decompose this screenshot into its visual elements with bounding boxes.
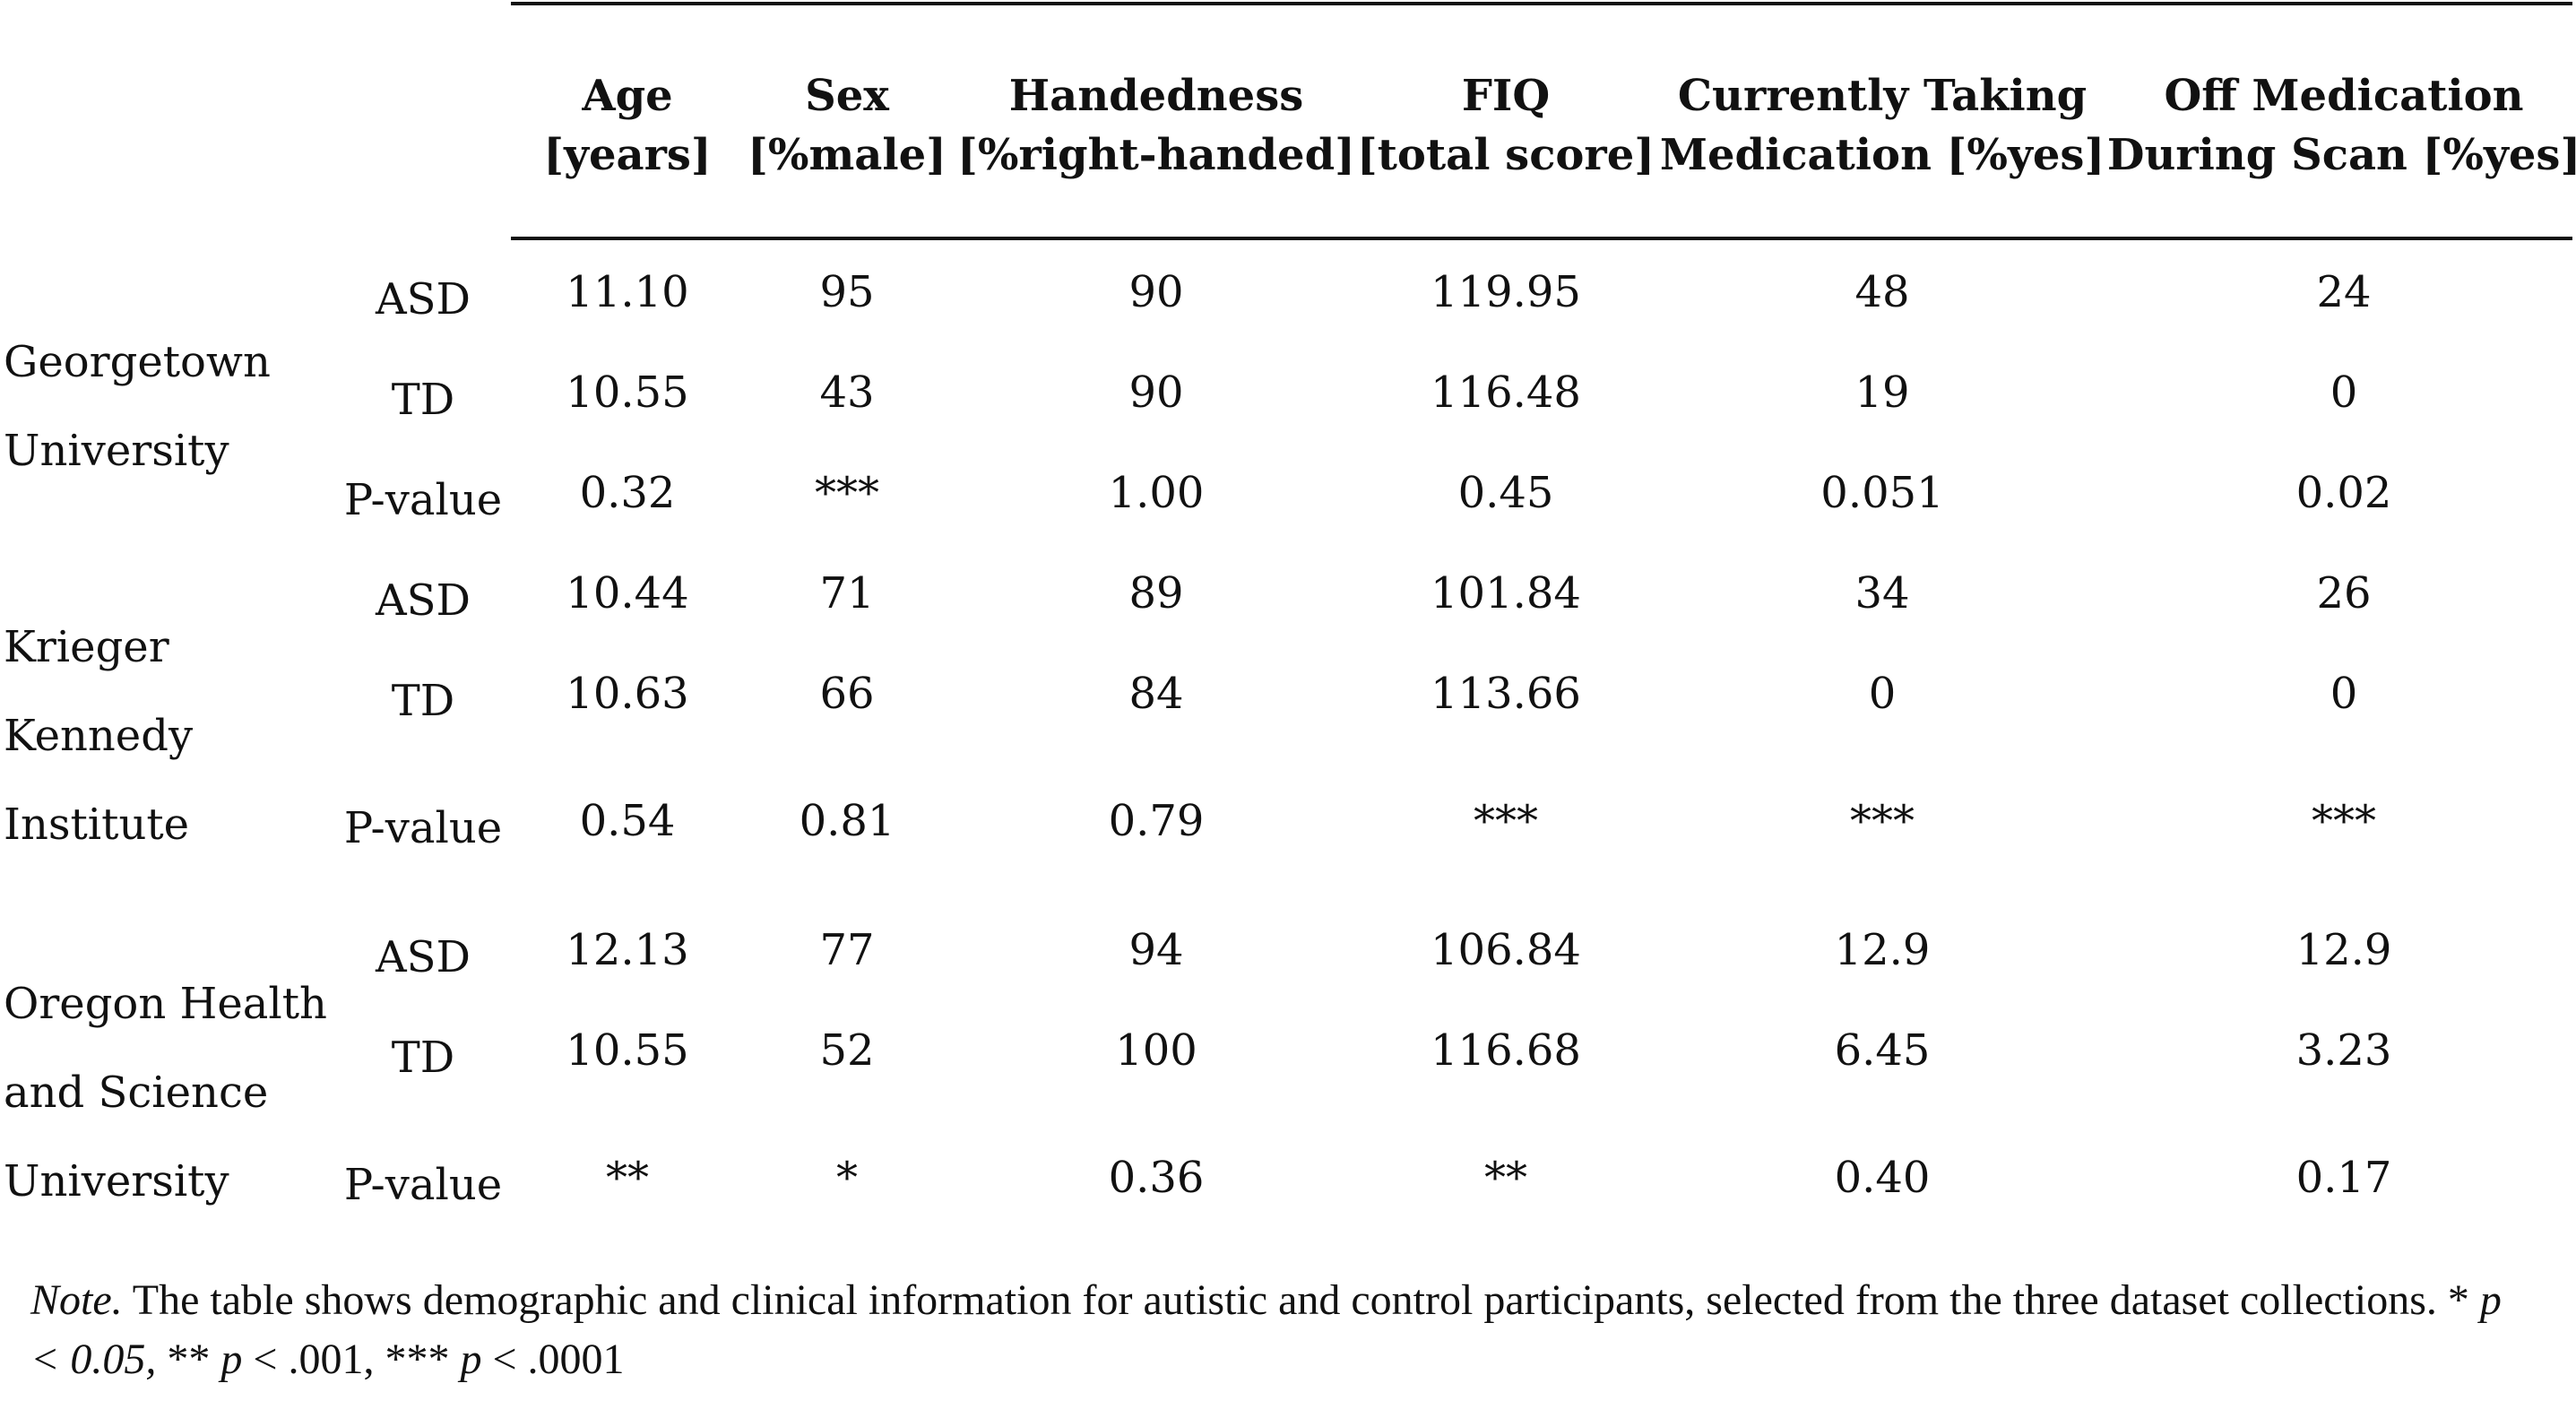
- table-cell: 0.81: [799, 796, 895, 846]
- table-cell: 71: [819, 568, 875, 618]
- table-cell: ***: [2312, 796, 2376, 846]
- column-header-age: Age [years]: [543, 71, 712, 180]
- header-rule: [511, 237, 2572, 240]
- table-cell: 0.40: [1834, 1153, 1931, 1203]
- table-cell: **: [1484, 1153, 1527, 1203]
- table-cell: 90: [1128, 267, 1184, 317]
- column-header-currently-taking-medication: Currently Taking Medication [%yes]: [1659, 71, 2105, 180]
- table-cell: 0.36: [1108, 1153, 1205, 1203]
- table-cell: 3.23: [2295, 1025, 2392, 1076]
- column-header-handedness: Handedness [%right-handed]: [957, 71, 1355, 180]
- table-cell: 0: [1868, 669, 1897, 719]
- column-header-sex: Sex [%male]: [748, 71, 947, 180]
- note-text: The table shows demographic and clinical…: [122, 1276, 2448, 1324]
- table-cell: 10.55: [566, 367, 689, 418]
- row-label-p-value: P-value: [343, 475, 503, 525]
- table-cell: 12.13: [566, 925, 689, 975]
- table-cell: 48: [1854, 267, 1910, 317]
- column-header-off-medication: Off Medication During Scan [%yes]: [2106, 71, 2576, 180]
- table-cell: 34: [1854, 568, 1910, 618]
- row-label-asd: ASD: [375, 575, 471, 626]
- table-cell: 84: [1128, 669, 1184, 719]
- note-label: Note.: [30, 1276, 123, 1324]
- table-cell: 0: [2330, 669, 2358, 719]
- table-cell: ***: [1850, 796, 1915, 846]
- table-cell: 66: [819, 669, 875, 719]
- institution-georgetown: Georgetown University: [4, 337, 271, 476]
- table-cell: 26: [2316, 568, 2372, 618]
- table-cell: 113.66: [1431, 669, 1581, 719]
- table-cell: 0.02: [2295, 468, 2392, 518]
- table-cell: *: [836, 1153, 858, 1203]
- row-label-asd: ASD: [375, 274, 471, 324]
- table-cell: 19: [1854, 367, 1910, 418]
- table-cell: 43: [819, 367, 875, 418]
- row-label-td: TD: [391, 1033, 455, 1083]
- table-cell: 0.17: [2295, 1153, 2392, 1203]
- table-cell: 1.00: [1108, 468, 1205, 518]
- table-cell: 90: [1128, 367, 1184, 418]
- row-label-td: TD: [391, 676, 455, 726]
- row-label-p-value: P-value: [343, 803, 503, 853]
- table-cell: **: [606, 1153, 649, 1203]
- table-cell: 116.48: [1431, 367, 1581, 418]
- table-cell: 10.63: [566, 669, 689, 719]
- table-cell: 10.44: [566, 568, 689, 618]
- table-cell: 100: [1115, 1025, 1197, 1076]
- row-label-asd: ASD: [375, 932, 471, 982]
- table-cell: 11.10: [566, 267, 689, 317]
- table-cell: 94: [1128, 925, 1184, 975]
- table-cell: 0.79: [1108, 796, 1205, 846]
- table-cell: 77: [819, 925, 875, 975]
- table-cell: 89: [1128, 568, 1184, 618]
- table-cell: ***: [1474, 796, 1538, 846]
- table-cell: 101.84: [1431, 568, 1581, 618]
- table-cell: 24: [2316, 267, 2372, 317]
- table-cell: 0.45: [1457, 468, 1554, 518]
- table-cell: 10.55: [566, 1025, 689, 1076]
- table-cell: 52: [819, 1025, 875, 1076]
- table-cell: 12.9: [2295, 925, 2392, 975]
- table-cell: 0: [2330, 367, 2358, 418]
- institution-oregon-health: Oregon Health and Science University: [4, 979, 327, 1206]
- institution-krieger-kennedy: Krieger Kennedy Institute: [4, 622, 194, 850]
- table-note: Note. The table shows demographic and cl…: [30, 1276, 2502, 1383]
- row-label-td: TD: [391, 375, 455, 425]
- table-cell: 6.45: [1834, 1025, 1931, 1076]
- table-cell: ***: [815, 468, 879, 518]
- table-cell: 119.95: [1431, 267, 1581, 317]
- table-cell: 116.68: [1431, 1025, 1581, 1076]
- table-cell: 0.051: [1820, 468, 1944, 518]
- table-cell: 0.32: [579, 468, 676, 518]
- row-label-p-value: P-value: [343, 1160, 503, 1210]
- table-cell: 0.54: [579, 796, 676, 846]
- table-cell: 106.84: [1431, 925, 1581, 975]
- table-cell: 95: [819, 267, 875, 317]
- table-cell: 12.9: [1834, 925, 1931, 975]
- column-header-fiq: FIQ [total score]: [1357, 71, 1655, 180]
- top-rule: [511, 2, 2572, 5]
